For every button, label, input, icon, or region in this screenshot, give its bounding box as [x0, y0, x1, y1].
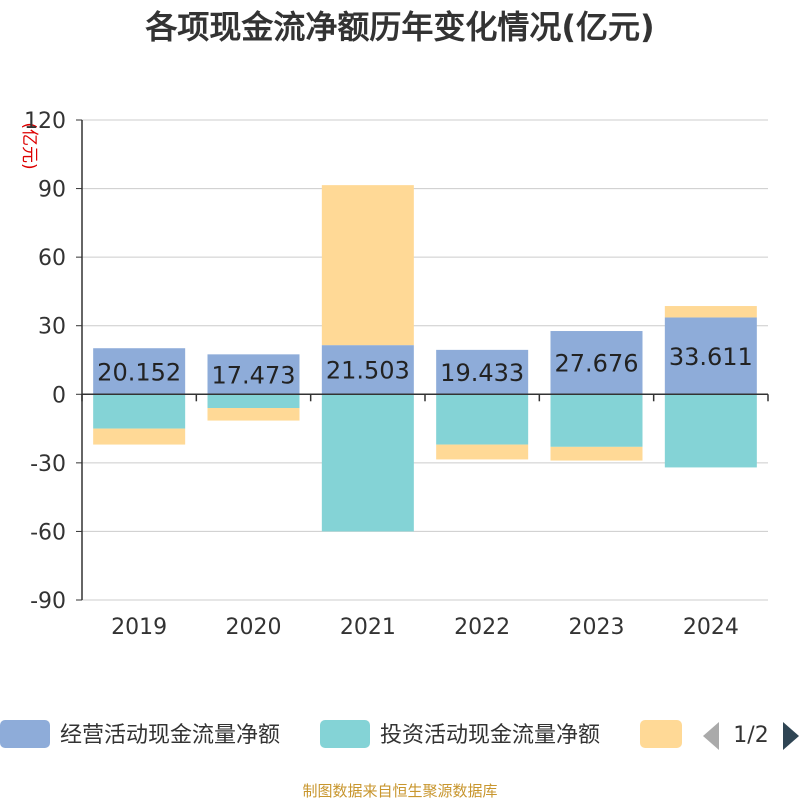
- data-label-operating-2024: 33.611: [669, 343, 753, 371]
- bar-financing-2022: [436, 444, 529, 460]
- bar-operating-2020: [207, 354, 300, 395]
- y-tick-label: -60: [30, 520, 66, 545]
- y-tick-label: 0: [52, 383, 66, 408]
- legend-item-operating[interactable]: 经营活动现金流量净额: [0, 720, 280, 748]
- y-axis-unit-label: (亿元): [19, 122, 39, 169]
- bar-investing-2021: [321, 394, 414, 532]
- data-label-operating-2022: 19.433: [440, 359, 524, 387]
- bar-investing-2023: [550, 394, 643, 447]
- y-tick-label: 90: [38, 178, 66, 203]
- y-tick-label: -90: [30, 589, 66, 614]
- bar-operating-2021: [321, 345, 414, 395]
- bar-financing-2020: [207, 408, 300, 421]
- x-tick-label: 2019: [111, 615, 167, 640]
- bar-operating-2023: [550, 331, 643, 395]
- y-tick-label: 30: [38, 315, 66, 340]
- legend-swatch-financing: [640, 720, 682, 748]
- legend-label-operating: 经营活动现金流量净额: [60, 723, 280, 748]
- legend-page-indicator: 1/2: [733, 723, 768, 748]
- grid-lines: [76, 119, 768, 601]
- data-source-note: 制图数据来自恒生聚源数据库: [302, 782, 497, 800]
- legend-item-financing[interactable]: [640, 720, 682, 748]
- bar-investing-2024: [664, 394, 757, 468]
- bar-investing-2020: [207, 394, 300, 408]
- x-tick-label: 2024: [683, 615, 739, 640]
- axes: [81, 120, 769, 600]
- bar-operating-2019: [93, 348, 186, 395]
- y-tick-label: -30: [30, 452, 66, 477]
- y-tick-label: 120: [24, 109, 66, 134]
- data-label-operating-2023: 27.676: [555, 350, 639, 378]
- x-tick-label: 2020: [226, 615, 282, 640]
- bar-financing-2024: [664, 306, 757, 318]
- data-label-operating-2021: 21.503: [326, 357, 410, 385]
- legend-item-investing[interactable]: 投资活动现金流量净额: [320, 720, 600, 748]
- legend-label-investing: 投资活动现金流量净额: [380, 723, 600, 748]
- data-labels: 20.152 17.473 21.503 19.433 27.676 33.611: [97, 343, 753, 389]
- legend-swatch-operating: [0, 720, 50, 748]
- x-tick-label: 2023: [569, 615, 625, 640]
- legend: 经营活动现金流量净额 投资活动现金流量净额 1/2: [0, 720, 799, 750]
- y-tick-labels: 120 90 60 30 0 -30 -60 -90: [24, 109, 66, 614]
- bar-financing-2019: [93, 428, 186, 445]
- x-tick-label: 2022: [454, 615, 510, 640]
- bar-investing-2019: [93, 394, 186, 429]
- bar-operating-2022: [436, 349, 529, 395]
- chart-title: 各项现金流净额历年变化情况(亿元): [145, 8, 654, 46]
- data-label-operating-2019: 20.152: [97, 358, 181, 386]
- bar-investing-2022: [436, 394, 529, 445]
- bar-financing-2021: [321, 185, 414, 346]
- legend-swatch-investing: [320, 720, 370, 748]
- x-tick-labels: 2019 2020 2021 2022 2023 2024: [111, 615, 739, 640]
- bars: [93, 185, 757, 532]
- triangle-right-icon[interactable]: [783, 722, 799, 750]
- data-label-operating-2020: 17.473: [212, 361, 296, 389]
- y-tick-label: 60: [38, 246, 66, 271]
- bar-financing-2023: [550, 446, 643, 461]
- bar-operating-2024: [664, 317, 757, 395]
- triangle-left-icon[interactable]: [703, 722, 719, 750]
- x-tick-label: 2021: [340, 615, 396, 640]
